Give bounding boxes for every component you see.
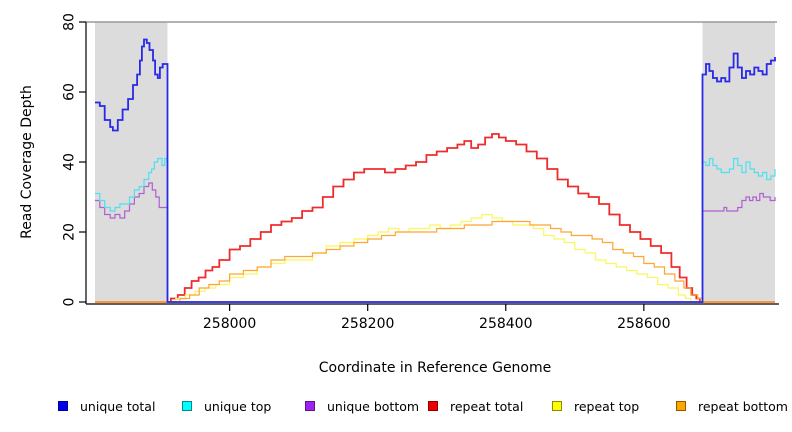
legend-label-repeat-top: repeat top (574, 398, 640, 414)
legend-swatch-repeat-total (428, 401, 438, 411)
series-repeat-total (95, 133, 775, 303)
legend: unique total unique top unique bottom repea… (0, 397, 792, 419)
series-unique-bottom (95, 182, 776, 303)
x-tick-label: 258600 (617, 316, 670, 332)
y-tick-label: 20 (62, 223, 78, 241)
series-unique-total (95, 38, 776, 303)
legend-label-repeat-bottom: repeat bottom (698, 398, 788, 414)
y-tick-label: 60 (62, 83, 78, 101)
x-tick-label: 258000 (203, 316, 256, 332)
legend-item-repeat-total: repeat total (428, 397, 523, 415)
legend-item-repeat-top: repeat top (552, 397, 639, 415)
legend-swatch-unique-total (58, 401, 68, 411)
legend-item-repeat-bottom: repeat bottom (676, 397, 788, 415)
series-repeat-bottom (95, 220, 775, 303)
legend-item-unique-total: unique total (58, 397, 155, 415)
legend-label-unique-total: unique total (80, 398, 156, 414)
legend-swatch-unique-bottom (305, 401, 315, 411)
legend-label-repeat-total: repeat total (450, 398, 524, 414)
legend-swatch-unique-top (182, 401, 192, 411)
legend-label-unique-bottom: unique bottom (327, 398, 420, 414)
y-tick-label: 80 (62, 13, 78, 31)
x-tick-label: 258200 (341, 316, 394, 332)
legend-item-unique-top: unique top (182, 397, 271, 415)
series-repeat-top (95, 213, 775, 303)
right-masked-region (702, 22, 775, 302)
y-axis-title: Read Coverage Depth (19, 85, 35, 239)
y-tick-label: 0 (62, 298, 78, 307)
legend-label-unique-top: unique top (204, 398, 272, 414)
x-tick-label: 258400 (479, 316, 532, 332)
x-axis-title: Coordinate in Reference Genome (318, 360, 552, 376)
legend-item-unique-bottom: unique bottom (305, 397, 419, 415)
legend-swatch-repeat-bottom (676, 401, 686, 411)
y-tick-label: 40 (62, 153, 78, 171)
legend-swatch-repeat-top (552, 401, 562, 411)
